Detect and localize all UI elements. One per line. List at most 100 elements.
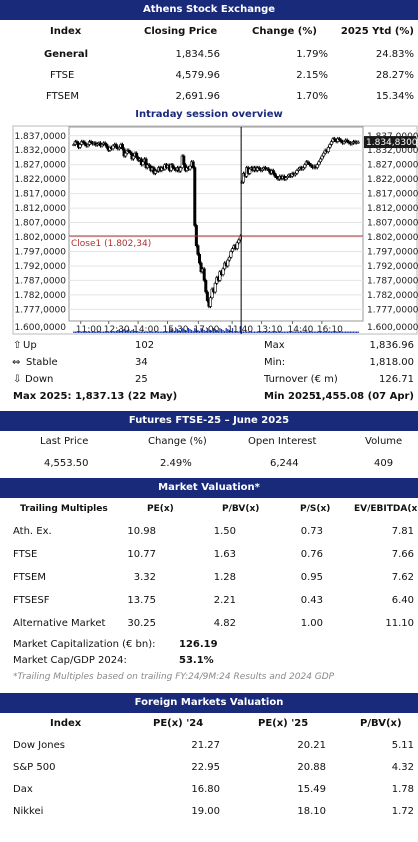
volume-bar: [96, 331, 98, 333]
volume-bar: [230, 331, 232, 333]
volume-bar: [308, 331, 311, 333]
volume-bar: [81, 331, 83, 333]
candle: [326, 147, 330, 152]
down-arrow-icon: ⇩: [13, 374, 22, 385]
foreign-name: S&P 500: [13, 762, 56, 773]
volume-bar: [290, 331, 292, 333]
futures-header-oi: Open Interest: [248, 436, 317, 447]
section-title: Futures FTSE-25 – June 2025: [0, 411, 418, 431]
candle: [227, 256, 231, 261]
stable-value: 34: [135, 357, 148, 368]
volume-bar: [302, 331, 304, 333]
valuation-pe: 13.75: [127, 595, 156, 606]
volume-bar: [151, 331, 153, 333]
volume-bar: [294, 331, 296, 333]
candle: [320, 155, 324, 160]
candle: [204, 280, 208, 293]
candle: [229, 251, 233, 258]
volume-bar: [301, 331, 303, 333]
valuation-ps: 0.95: [300, 572, 323, 583]
futures-change: 2.49%: [160, 458, 192, 469]
y-tick-label: 1.777,0000: [14, 305, 66, 315]
y-tick-label: 1.812,0000: [367, 204, 418, 214]
volume-bar: [79, 331, 81, 333]
volume-bar: [293, 331, 295, 333]
volume-bar: [203, 330, 205, 333]
volume-bar: [319, 331, 322, 333]
volume-bar: [136, 331, 138, 333]
x-tick-label: 13:10: [257, 325, 283, 335]
foreign-name: Nikkei: [13, 806, 44, 817]
volume-bar: [338, 331, 340, 333]
volume-bar: [156, 331, 158, 333]
candle: [111, 145, 115, 150]
candle: [295, 170, 299, 174]
volume-bar: [206, 328, 208, 333]
volume-bar: [118, 329, 120, 333]
volume-bar: [195, 329, 197, 333]
volume-bar: [280, 331, 282, 333]
volume-bar: [121, 330, 124, 333]
volume-bar: [340, 331, 342, 333]
volume-bar: [208, 329, 210, 333]
y-tick-label: 1.832,0000: [14, 146, 66, 156]
volume-bar: [176, 329, 179, 333]
valuation-name: FTSESF: [13, 595, 50, 606]
volume-bar: [103, 331, 105, 333]
volume-bar: [305, 331, 307, 333]
candle: [318, 158, 322, 163]
volume-bar: [114, 331, 116, 333]
y-tick-label: 1.792,0000: [367, 262, 418, 272]
volume-bar: [332, 331, 334, 333]
candle: [237, 239, 241, 244]
volume-bar: [117, 330, 119, 333]
candle: [132, 155, 136, 160]
y-tick-label: 1.812,0000: [14, 204, 66, 214]
volume-bar: [169, 328, 171, 333]
candle: [171, 164, 175, 168]
candle: [315, 164, 319, 168]
valuation-ps: 0.76: [300, 549, 323, 560]
futures-values: 4,553.50 2.49% 6,244 409: [0, 453, 418, 475]
valuation-name: FTSE: [13, 549, 38, 560]
candle: [213, 282, 217, 293]
valuation-ev: 7.66: [391, 549, 414, 560]
stats-row-down: ⇩ Down 25 Turnover (€ m) 126.71: [0, 371, 418, 388]
volume-bar: [186, 331, 188, 333]
volume-bar: [73, 331, 75, 333]
ytd-value: 28.27%: [375, 70, 414, 81]
valuation-section: Market Valuation* Trailing Multiples PE(…: [0, 478, 418, 685]
volume-bar: [175, 328, 177, 333]
volume-bar: [247, 331, 249, 333]
volume-bar: [132, 329, 135, 333]
y-tick-label: 1.782,0000: [367, 291, 418, 301]
volume-bar: [191, 330, 193, 333]
volume-bar: [134, 331, 136, 333]
candle: [209, 297, 213, 307]
volume-bar: [162, 331, 164, 333]
foreign-pe24: 21.27: [191, 740, 220, 751]
header-change: Change (%): [252, 26, 317, 37]
max-label: Max: [264, 340, 285, 351]
valuation-header-pbv: P/BV(x): [222, 504, 260, 514]
valuation-ev: 6.40: [391, 595, 414, 606]
table-row: Dow Jones 21.27 20.21 5.11: [0, 735, 418, 757]
volume-bar: [202, 329, 204, 333]
volume-bar: [253, 331, 256, 333]
valuation-note-text: *Trailing Multiples based on trailing FY…: [13, 672, 335, 682]
volume-bar: [330, 331, 333, 333]
candle: [191, 161, 195, 168]
candle: [221, 268, 225, 275]
volume-bar: [95, 331, 97, 333]
volume-bar: [76, 331, 78, 333]
volume-bar: [128, 329, 130, 333]
table-header: Index Closing Price Change (%) 2025 Ytd …: [0, 20, 418, 44]
ytd-value: 15.34%: [375, 91, 414, 102]
volume-bar: [228, 330, 230, 333]
volume-bar: [219, 328, 221, 333]
volume-bar: [343, 331, 345, 333]
volume-bar: [277, 331, 279, 333]
valuation-header: Trailing Multiples PE(x) P/BV(x) P/S(x) …: [0, 498, 418, 520]
stock-exchange-section: Athens Stock Exchange Index Closing Pric…: [0, 0, 418, 107]
y-tick-label: 1.817,0000: [14, 190, 66, 200]
